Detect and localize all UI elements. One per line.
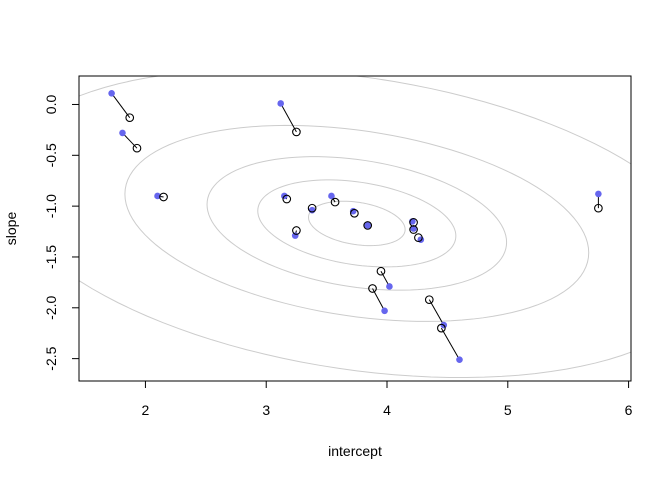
x-tick-label: 6: [625, 402, 633, 418]
raw-point: [386, 283, 393, 290]
plot-frame: [78, 75, 632, 382]
shrunk-point: [125, 113, 135, 123]
shrunk-point: [376, 266, 386, 276]
raw-point: [595, 190, 602, 198]
shrunk-point: [350, 208, 359, 218]
shrinkage-segment: [428, 299, 445, 326]
shrunk-point: [363, 221, 373, 230]
x-axis-label: intercept: [328, 443, 382, 459]
shrinkage-segment: [440, 327, 460, 360]
x-axis: 2 3 4 5 6: [142, 380, 633, 418]
raw-point: [381, 307, 388, 315]
raw-point: [277, 100, 285, 107]
shrunk-point: [368, 284, 377, 293]
raw-point: [410, 225, 417, 232]
y-tick-label: -2.0: [43, 296, 59, 320]
y-tick-label: 0.0: [43, 95, 59, 115]
y-tick-label: -1.5: [43, 245, 59, 269]
contour-ellipse-4: [124, 124, 590, 322]
raw-point: [456, 356, 463, 363]
shrunk-point: [292, 226, 301, 235]
shrunk-points-series: [125, 113, 603, 333]
raw-point: [328, 192, 335, 200]
shrunk-point: [132, 143, 142, 153]
contour-ellipse-3: [206, 156, 508, 291]
raw-point: [108, 89, 115, 97]
shrunk-point: [330, 197, 340, 207]
shrunk-point: [307, 203, 317, 213]
shrunk-point: [414, 233, 423, 242]
x-tick-label: 3: [262, 402, 270, 418]
raw-point: [154, 192, 161, 200]
contour-ellipse-1: [307, 200, 406, 247]
shrunk-point: [594, 203, 603, 213]
shrunk-point: [282, 194, 292, 204]
contour-ellipse-2: [257, 179, 457, 268]
y-axis-label: slope: [3, 212, 19, 246]
shrinkage-segment: [111, 92, 131, 118]
raw-points-series: [108, 89, 602, 363]
shrinkage-segments: [111, 92, 599, 360]
x-tick-label: 2: [142, 402, 150, 418]
shrunk-point: [292, 127, 301, 137]
shrinkage-segment: [280, 103, 297, 133]
raw-point: [119, 129, 126, 137]
contour-ellipse-5: [79, 76, 631, 379]
y-tick-label: -1.0: [43, 194, 59, 218]
y-tick-label: -2.5: [43, 346, 59, 370]
y-tick-label: -0.5: [43, 143, 59, 167]
shrunk-point: [424, 295, 434, 305]
y-axis: 0.0 -0.5 -1.0 -1.5 -2.0 -2.5: [43, 95, 80, 371]
shrunk-point: [159, 192, 168, 202]
shrunk-point: [437, 323, 446, 333]
x-tick-label: 5: [504, 402, 512, 418]
shrunk-point: [409, 225, 418, 234]
x-tick-label: 4: [383, 402, 391, 418]
raw-point: [364, 222, 371, 229]
contour-group: [79, 76, 631, 379]
raw-point: [291, 232, 299, 239]
